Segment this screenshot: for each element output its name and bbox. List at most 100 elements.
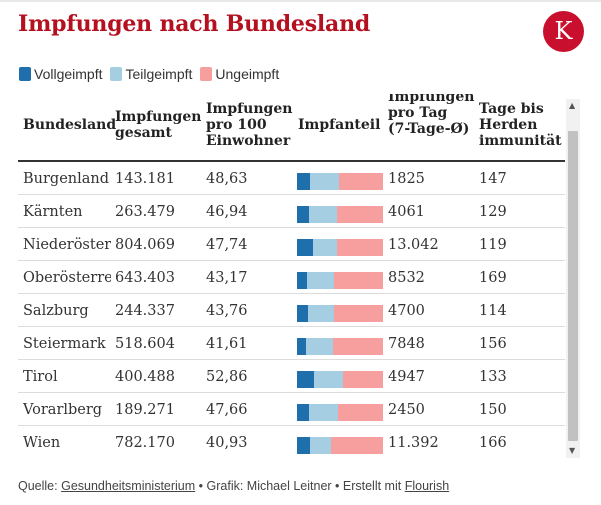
- legend-item-teilgeimpft[interactable]: Teilgeimpft: [110, 66, 192, 82]
- impfanteil-bar[interactable]: [297, 338, 383, 355]
- cell-protag: 4947: [388, 369, 425, 385]
- cell-protag: 8532: [388, 270, 425, 286]
- cell-pro100: 41,61: [206, 336, 248, 352]
- cell-protag: 4700: [388, 303, 425, 319]
- header-anteil[interactable]: Impfanteil: [298, 117, 381, 133]
- scrollbar-thumb[interactable]: [568, 131, 578, 441]
- bar-segment-teilgeimpft: [306, 338, 334, 355]
- table-row[interactable]: Salzburg 244.337 43,76 4700 114: [18, 294, 565, 327]
- impfanteil-bar[interactable]: [297, 305, 383, 322]
- table-scrollbar[interactable]: ▲ ▼: [566, 99, 580, 458]
- table-row[interactable]: Oberösterreich643.403 43,17 8532 169: [18, 261, 565, 294]
- cell-gesamt: 782.170: [115, 435, 175, 451]
- source-credits: • Grafik: Michael Leitner • Erstellt mit: [195, 479, 405, 493]
- cell-bundesland: Oberösterreich: [23, 270, 111, 286]
- bar-segment-ungeimpft: [337, 239, 383, 256]
- data-table[interactable]: Bundesland Impfungen gesamt Impfungen pr…: [18, 94, 565, 458]
- bar-segment-vollgeimpft: [297, 173, 310, 190]
- bar-segment-ungeimpft: [330, 437, 383, 454]
- table-row[interactable]: Burgenland 143.181 48,63 1825 147: [18, 162, 565, 195]
- impfanteil-bar[interactable]: [297, 206, 383, 223]
- bar-segment-vollgeimpft: [297, 272, 308, 289]
- cell-tage: 150: [479, 402, 507, 418]
- cell-pro100: 48,63: [206, 171, 248, 187]
- impfanteil-bar[interactable]: [297, 173, 383, 190]
- cell-tage: 133: [479, 369, 507, 385]
- bar-segment-teilgeimpft: [309, 206, 337, 223]
- bar-segment-vollgeimpft: [297, 206, 310, 223]
- cell-tage: 169: [479, 270, 507, 286]
- legend-swatch: [19, 67, 31, 81]
- legend-label: Ungeimpft: [215, 66, 280, 82]
- bar-segment-teilgeimpft: [308, 305, 334, 322]
- impfanteil-bar[interactable]: [297, 371, 383, 388]
- header-protag[interactable]: Impfungen pro Tag (7-Tage-Ø): [388, 94, 475, 137]
- bar-segment-teilgeimpft: [309, 173, 340, 190]
- source-link-flourish[interactable]: Flourish: [404, 479, 450, 493]
- table-row[interactable]: Wien 782.170 40,93 11.392 166: [18, 426, 565, 458]
- table-header: Bundesland Impfungen gesamt Impfungen pr…: [18, 94, 565, 162]
- impfanteil-bar[interactable]: [297, 239, 383, 256]
- source-line: Quelle: Gesundheitsministerium • Grafik:…: [18, 479, 449, 493]
- bar-segment-ungeimpft: [333, 305, 383, 322]
- table-row[interactable]: Tirol 400.488 52,86 4947 133: [18, 360, 565, 393]
- impfanteil-bar[interactable]: [297, 272, 383, 289]
- cell-gesamt: 400.488: [115, 369, 175, 385]
- cell-tage: 156: [479, 336, 507, 352]
- cell-pro100: 43,76: [206, 303, 248, 319]
- bar-segment-vollgeimpft: [297, 338, 307, 355]
- cell-bundesland: Salzburg: [23, 303, 89, 319]
- header-tage[interactable]: Tage bis Herden immunität: [479, 101, 562, 149]
- table-row[interactable]: Vorarlberg 189.271 47,66 2450 150: [18, 393, 565, 426]
- bar-segment-ungeimpft: [333, 338, 383, 355]
- cell-protag: 7848: [388, 336, 425, 352]
- source-prefix: Quelle:: [18, 479, 62, 493]
- cell-protag: 4061: [388, 204, 425, 220]
- cell-bundesland: Niederösterreich: [23, 237, 111, 253]
- bar-segment-ungeimpft: [342, 371, 383, 388]
- impfanteil-bar[interactable]: [297, 437, 383, 454]
- kurier-logo[interactable]: K: [543, 11, 584, 52]
- header-gesamt[interactable]: Impfungen gesamt: [115, 109, 202, 141]
- table-row[interactable]: Kärnten 263.479 46,94 4061 129: [18, 195, 565, 228]
- bar-segment-vollgeimpft: [297, 239, 314, 256]
- cell-gesamt: 643.403: [115, 270, 175, 286]
- cell-tage: 166: [479, 435, 507, 451]
- bar-segment-teilgeimpft: [307, 272, 334, 289]
- cell-pro100: 47,66: [206, 402, 248, 418]
- bar-segment-ungeimpft: [336, 206, 383, 223]
- bar-segment-vollgeimpft: [297, 371, 315, 388]
- cell-protag: 11.392: [388, 435, 439, 451]
- chart-title: Impfungen nach Bundesland: [18, 11, 371, 37]
- source-link-ministerium[interactable]: Gesundheitsministerium: [61, 479, 196, 493]
- bar-segment-teilgeimpft: [314, 371, 343, 388]
- table-row[interactable]: Steiermark 518.604 41,61 7848 156: [18, 327, 565, 360]
- legend-item-vollgeimpft[interactable]: Vollgeimpft: [19, 66, 102, 82]
- legend-label: Vollgeimpft: [34, 66, 103, 82]
- scroll-up-icon[interactable]: ▲: [569, 101, 576, 110]
- cell-tage: 114: [479, 303, 507, 319]
- cell-protag: 2450: [388, 402, 425, 418]
- header-bundesland[interactable]: Bundesland: [23, 117, 117, 133]
- bar-segment-teilgeimpft: [309, 437, 331, 454]
- cell-gesamt: 518.604: [115, 336, 175, 352]
- legend-swatch: [200, 67, 213, 81]
- cell-gesamt: 143.181: [115, 171, 175, 187]
- impfanteil-bar[interactable]: [297, 404, 383, 421]
- legend-item-ungeimpft[interactable]: Ungeimpft: [200, 66, 279, 82]
- cell-gesamt: 189.271: [115, 402, 175, 418]
- table-row[interactable]: Niederösterreich804.069 47,74 13.042 119: [18, 228, 565, 261]
- cell-bundesland: Tirol: [23, 369, 58, 385]
- legend-swatch: [110, 67, 123, 81]
- cell-pro100: 40,93: [206, 435, 248, 451]
- bar-segment-vollgeimpft: [297, 404, 310, 421]
- header-pro100[interactable]: Impfungen pro 100 Einwohner: [206, 101, 293, 149]
- scroll-down-icon[interactable]: ▼: [569, 446, 576, 455]
- cell-tage: 119: [479, 237, 507, 253]
- cell-bundesland: Vorarlberg: [23, 402, 103, 418]
- cell-pro100: 47,74: [206, 237, 248, 253]
- legend: Vollgeimpft Teilgeimpft Ungeimpft: [19, 66, 279, 82]
- cell-gesamt: 244.337: [115, 303, 175, 319]
- bar-segment-ungeimpft: [333, 272, 383, 289]
- cell-bundesland: Wien: [23, 435, 61, 451]
